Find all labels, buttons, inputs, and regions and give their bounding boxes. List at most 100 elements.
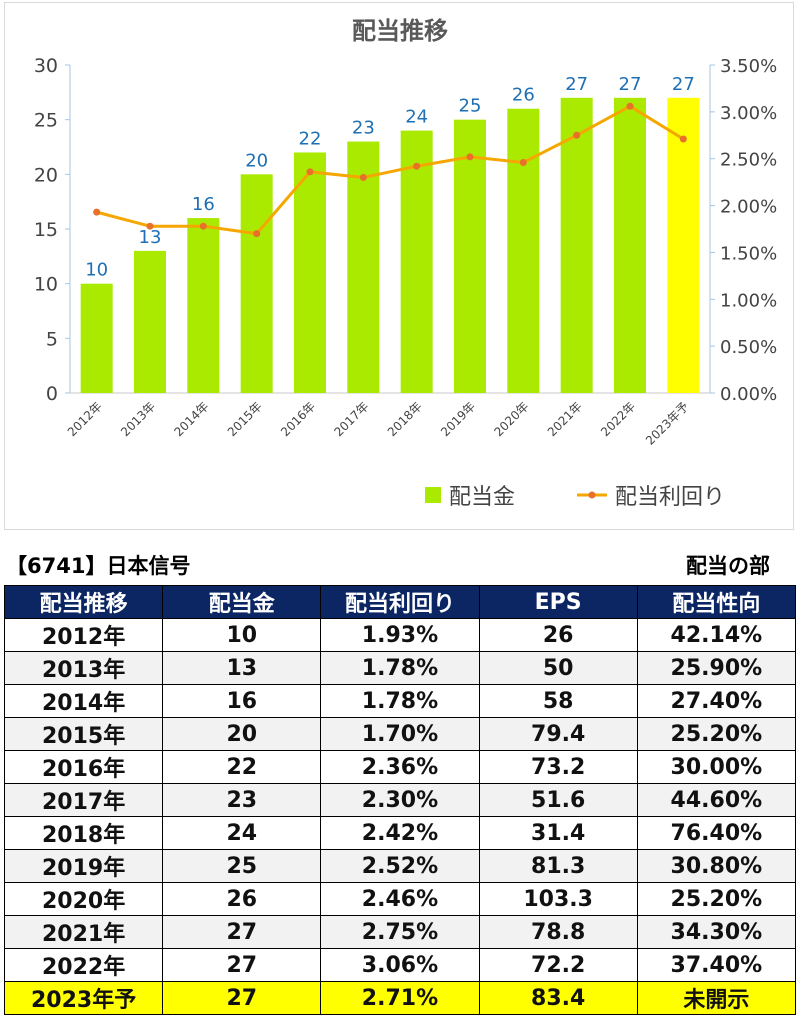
table-row: 2017年 23 2.30% 51.6 44.60%: [3, 783, 797, 817]
table-cell: 3.06%: [320, 948, 480, 982]
table-body: 2012年 10 1.93% 26 42.14% 2013年 13 1.78% 50 25.90%…: [3, 618, 797, 1015]
bar-2021年: [560, 97, 593, 394]
x-tick-label: 2014年: [171, 399, 211, 439]
left-tick-label: 5: [46, 328, 58, 350]
table-cell: 2.71%: [320, 981, 480, 1015]
table-cell: 51.6: [478, 783, 638, 817]
bar-2013年: [134, 250, 166, 393]
x-tick-label: 2012年: [65, 399, 105, 439]
bar-2019年: [454, 119, 486, 394]
table-cell: 2.42%: [320, 816, 480, 850]
table-cell: 2012年: [3, 618, 164, 652]
table-cell: 13: [162, 651, 322, 685]
yield-point: [413, 162, 421, 170]
table-cell: 34.30%: [636, 915, 797, 949]
table-cell: 2013年: [3, 651, 164, 685]
chart-title: 配当推移: [352, 17, 448, 45]
bar-2017年: [347, 141, 380, 393]
data-label: 20: [245, 150, 268, 171]
yield-line: [96, 104, 685, 236]
table-cell: 73.2: [478, 750, 638, 784]
yield-point: [359, 173, 367, 181]
table-cell: 72.2: [478, 948, 638, 982]
table-cell: 2018年: [3, 816, 164, 850]
table-cell: 2.30%: [320, 783, 480, 817]
x-tick-label: 2020年: [491, 399, 531, 439]
bar-2014年: [187, 218, 220, 393]
company-title: 【6741】日本信号: [6, 554, 191, 578]
table-cell: 2014年: [3, 684, 164, 718]
dividend-chart-svg: 配当推移 0 5 10 15 20 25 30 0.00% 0.50% 1.00% 1.50% 2.00…: [34, 17, 777, 510]
table-row: 2016年 22 2.36% 73.2 30.00%: [3, 750, 797, 784]
right-tick-label: 0.50%: [720, 337, 777, 358]
table-cell: 10: [162, 618, 322, 652]
column-header-4: 配当性向: [636, 585, 797, 619]
dividend-table-container: 配当推移 配当金 配当利回り EPS 配当性向 2012年 10 1.93% 26 42.14%…: [3, 585, 797, 1015]
table-cell: 103.3: [478, 882, 638, 916]
data-label: 26: [512, 85, 535, 106]
table-cell: 2.75%: [320, 915, 480, 949]
right-tick-label: 0.00%: [720, 384, 777, 405]
dividend-table: 配当推移 配当金 配当利回り EPS 配当性向 2012年 10 1.93% 26 42.14%…: [3, 585, 797, 1015]
table-cell: 78.8: [478, 915, 638, 949]
table-header-row: 配当推移 配当金 配当利回り EPS 配当性向: [3, 585, 797, 619]
x-tick-label: 2013年: [118, 399, 158, 439]
dividend-chart: 配当推移 0 5 10 15 20 25 30 0.00% 0.50% 1.00% 1.50% 2.00…: [4, 2, 794, 530]
yield-point: [573, 131, 581, 139]
table-row: 2020年 26 2.46% 103.3 25.20%: [3, 882, 797, 916]
table-cell: 24: [162, 816, 322, 850]
data-label: 23: [352, 118, 375, 139]
table-row: 2021年 27 2.75% 78.8 34.30%: [3, 915, 797, 949]
yield-point: [253, 230, 261, 238]
bar-2012年: [80, 283, 113, 393]
column-header-2: 配当利回り: [320, 585, 480, 619]
table-row: 2014年 16 1.78% 58 27.40%: [3, 684, 797, 718]
table-cell: 16: [162, 684, 322, 718]
column-header-3: EPS: [478, 585, 638, 619]
data-label: 16: [192, 194, 215, 215]
yield-point: [466, 153, 474, 161]
x-tick-label: 2023年予: [643, 399, 691, 447]
table-cell: 20: [162, 717, 322, 751]
data-label: 27: [672, 74, 695, 95]
table-cell: 81.3: [478, 849, 638, 883]
right-tick-label: 2.00%: [720, 197, 777, 218]
table-cell: 27: [162, 948, 322, 982]
table-cell: 2.36%: [320, 750, 480, 784]
table-cell: 27: [162, 981, 322, 1015]
section-title: 配当の部: [686, 554, 770, 578]
data-label: 27: [565, 74, 588, 95]
table-cell: 2015年: [3, 717, 164, 751]
data-label: 27: [619, 74, 642, 95]
table-cell: 25.20%: [636, 882, 797, 916]
table-cell: 2019年: [3, 849, 164, 883]
table-cell: 37.40%: [636, 948, 797, 982]
yield-point: [199, 222, 207, 230]
table-cell: 2016年: [3, 750, 164, 784]
data-label: 22: [299, 128, 322, 149]
left-tick-label: 10: [34, 274, 58, 296]
left-tick-label: 30: [34, 55, 58, 77]
table-cell: 58: [478, 684, 638, 718]
right-tick-label: 3.00%: [720, 103, 777, 124]
x-tick-label: 2015年: [225, 399, 265, 439]
table-cell: 50: [478, 651, 638, 685]
table-cell: 2017年: [3, 783, 164, 817]
table-row: 2013年 13 1.78% 50 25.90%: [3, 651, 797, 685]
right-tick-label: 3.50%: [720, 56, 777, 77]
left-tick-label: 25: [34, 110, 58, 132]
table-cell: 26: [478, 618, 638, 652]
yield-point: [146, 222, 154, 230]
table-cell: 83.4: [478, 981, 638, 1015]
table-cell: 2021年: [3, 915, 164, 949]
right-tick-label: 1.00%: [720, 290, 777, 311]
table-cell: 25: [162, 849, 322, 883]
right-tick-label: 2.50%: [720, 150, 777, 171]
table-cell: 42.14%: [636, 618, 797, 652]
table-cell: 25.20%: [636, 717, 797, 751]
legend-line-marker: [588, 491, 596, 499]
left-tick-label: 20: [34, 164, 58, 186]
table-cell: 25.90%: [636, 651, 797, 685]
yield-point: [306, 168, 314, 176]
table-cell: 2020年: [3, 882, 164, 916]
